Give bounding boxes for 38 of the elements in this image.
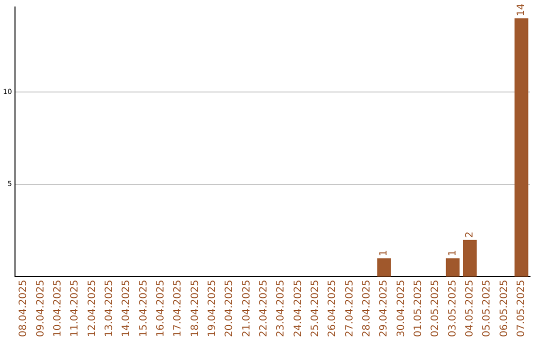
x-tick-label: 27.04.2025	[344, 280, 356, 338]
x-tick-label: 10.04.2025	[52, 280, 64, 338]
x-tick-label: 03.05.2025	[447, 280, 458, 338]
x-tick-label: 21.04.2025	[241, 280, 252, 338]
x-tick-label: 14.04.2025	[121, 280, 132, 338]
bar	[377, 258, 391, 277]
x-tick-label: 07.05.2025	[516, 280, 528, 338]
x-tick-label: 11.04.2025	[70, 280, 81, 338]
x-tick-label: 12.04.2025	[86, 280, 98, 338]
x-tick-label: 17.04.2025	[172, 280, 184, 338]
x-tick-label: 24.04.2025	[292, 280, 304, 338]
x-tick-label: 23.04.2025	[276, 280, 287, 338]
x-tick-label: 02.05.2025	[430, 280, 442, 338]
x-tick-label: 25.04.2025	[310, 280, 321, 338]
x-tick-label: 16.04.2025	[155, 280, 166, 338]
x-tick-label: 20.04.2025	[224, 280, 236, 338]
x-tick-label: 29.04.2025	[378, 280, 390, 338]
x-tick-label: 19.04.2025	[206, 280, 218, 338]
bar	[463, 240, 477, 277]
x-tick-label: 05.05.2025	[482, 280, 493, 338]
x-tick-label: 09.04.2025	[35, 280, 46, 338]
bar	[446, 258, 460, 277]
x-tick-label: 01.05.2025	[412, 280, 424, 338]
x-tick-label: 26.04.2025	[327, 280, 338, 338]
data-label: 1	[447, 250, 458, 256]
x-tick-label: 08.04.2025	[18, 280, 30, 338]
x-tick-label: 15.04.2025	[138, 280, 150, 338]
x-tick-label: 30.04.2025	[396, 280, 407, 338]
x-tick-label: 06.05.2025	[498, 280, 510, 338]
x-tick-label: 18.04.2025	[190, 280, 201, 338]
data-label: 1	[378, 250, 390, 256]
x-tick-label: 28.04.2025	[361, 280, 372, 338]
x-tick-label: 13.04.2025	[104, 280, 115, 338]
data-label: 14	[516, 4, 528, 16]
x-tick-label: 22.04.2025	[258, 280, 270, 338]
x-tick-label: 04.05.2025	[464, 280, 476, 338]
bar	[514, 18, 528, 277]
data-label: 2	[464, 231, 476, 238]
